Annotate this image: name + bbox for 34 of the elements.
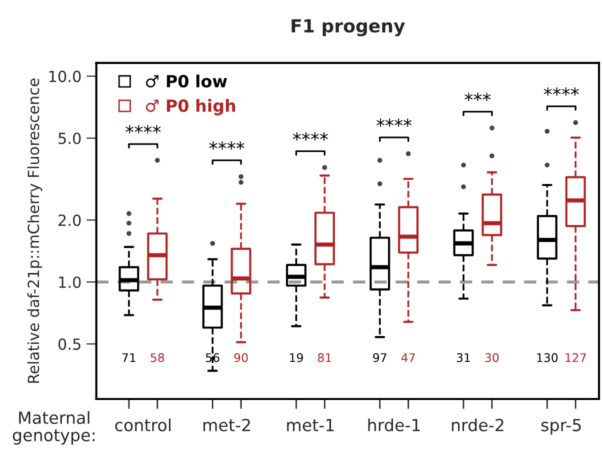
x-axis-title: Maternal genotype:: [12, 411, 94, 445]
x-tick-label: hrde-1: [368, 418, 420, 432]
annotation: ****: [292, 132, 328, 141]
y-tick-label: 0.5: [58, 338, 80, 350]
annotation: ***: [464, 92, 491, 102]
x-tick-label: spr-5: [541, 418, 581, 435]
annotation: 97: [373, 353, 386, 362]
x-tick-label: nrde-2: [452, 418, 504, 432]
x-tick-label: met-2: [203, 418, 250, 432]
annotation: 71: [122, 353, 136, 362]
chart-title: F1 progeny: [292, 19, 405, 36]
annotation: 56: [206, 353, 220, 362]
x-tick-label: met-1: [287, 418, 334, 432]
y-tick-label: 2.0: [58, 214, 81, 226]
annotation: 30: [485, 353, 499, 362]
x-tick-label: control: [115, 418, 170, 432]
annotation: 47: [401, 353, 415, 362]
y-tick-label: 1.0: [59, 276, 81, 288]
annotation: 19: [290, 353, 303, 362]
annotation: 90: [234, 353, 248, 362]
y-tick-label: 10.0: [49, 70, 81, 82]
annotation: ****: [544, 87, 579, 96]
annotation: 130: [537, 353, 558, 362]
annotation: 58: [150, 353, 164, 362]
annotation: ****: [376, 118, 412, 127]
legend-label: ♂ P0 high: [146, 99, 236, 116]
annotation: 81: [318, 353, 332, 362]
y-tick-label: 5.0: [58, 132, 81, 144]
legend-label: ♂ P0 low: [146, 74, 227, 88]
annotation: ****: [126, 125, 161, 134]
annotation: 127: [566, 353, 586, 362]
annotation: ****: [209, 141, 244, 150]
y-axis-title: Relative daf-21p::mCherry Fluorescence: [27, 78, 42, 383]
annotation: 31: [456, 353, 470, 362]
